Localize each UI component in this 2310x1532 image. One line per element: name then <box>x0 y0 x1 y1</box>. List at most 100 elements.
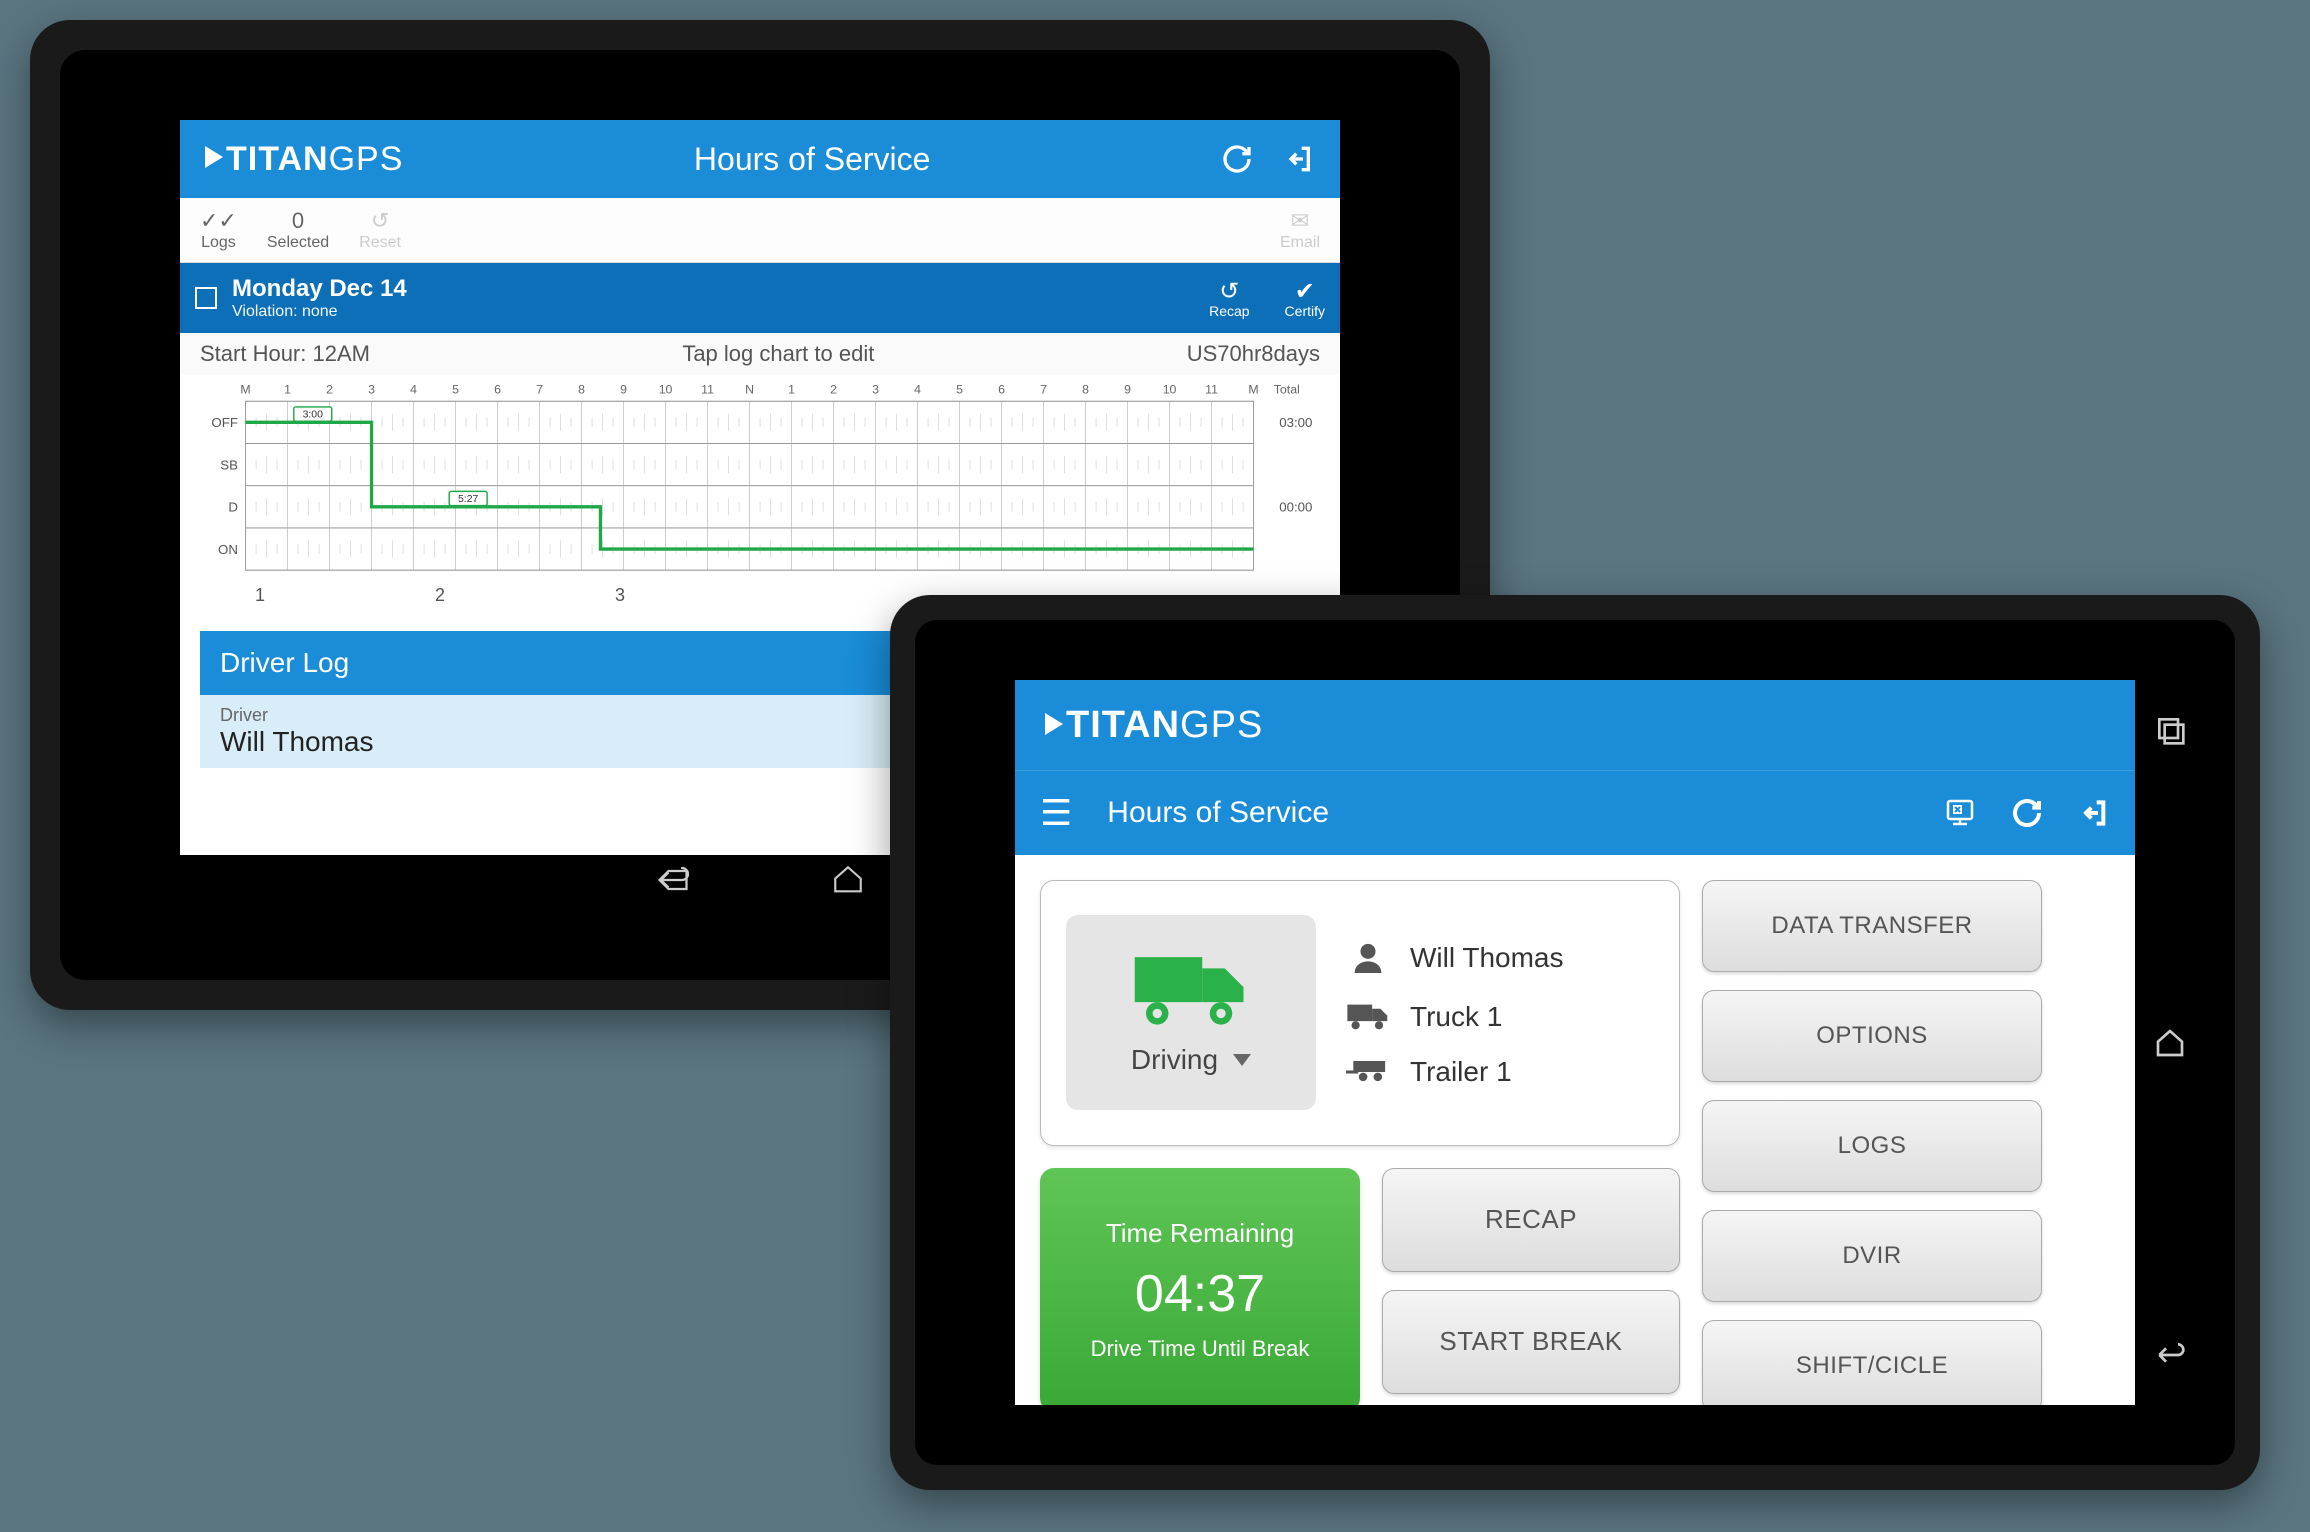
svg-text:1: 1 <box>284 383 291 397</box>
reset-icon: ↺ <box>371 208 389 234</box>
logout-icon[interactable] <box>1283 143 1315 175</box>
toolbar-label: Selected <box>267 234 329 252</box>
svg-text:7: 7 <box>1040 383 1047 397</box>
hos-chart-svg: M1234567891011N1234567891011MTotalOFF03:… <box>200 375 1320 585</box>
trailer-icon <box>1346 1058 1390 1086</box>
svg-text:2: 2 <box>830 383 837 397</box>
menu-icon[interactable]: ☰ <box>1040 792 1072 834</box>
chart-header: Start Hour: 12AM Tap log chart to edit U… <box>180 333 1340 375</box>
refresh-icon[interactable] <box>2011 797 2043 829</box>
toolbar-label: Email <box>1280 234 1320 252</box>
tick: 3 <box>615 585 625 606</box>
svg-text:4: 4 <box>410 383 417 397</box>
chart-hint: Tap log chart to edit <box>682 341 874 367</box>
start-hour: Start Hour: 12AM <box>200 341 370 367</box>
svg-text:00:00: 00:00 <box>1279 500 1312 515</box>
svg-text:M: M <box>240 383 250 397</box>
svg-text:9: 9 <box>620 383 627 397</box>
android-side-nav <box>2135 680 2205 1405</box>
email-icon: ✉ <box>1291 208 1309 234</box>
bottom-row: Time Remaining 04:37 Drive Time Until Br… <box>1040 1168 1680 1406</box>
header-actions <box>1221 143 1315 175</box>
page-title: Hours of Service <box>1107 796 1944 830</box>
data-transfer-button[interactable]: DATA TRANSFER <box>1702 880 2042 972</box>
back-icon[interactable] <box>655 862 691 903</box>
svg-text:7: 7 <box>536 383 543 397</box>
svg-text:SB: SB <box>220 457 238 472</box>
logs-button[interactable]: LOGS <box>1702 1100 2042 1192</box>
chevron-down-icon <box>1233 1054 1251 1066</box>
svg-text:3:00: 3:00 <box>303 409 324 420</box>
svg-text:D: D <box>228 500 238 515</box>
svg-text:6: 6 <box>998 383 1005 397</box>
toolbar: ✓✓Logs 0Selected ↺Reset ✉Email <box>180 198 1340 263</box>
svg-text:10: 10 <box>1163 383 1177 397</box>
hos-chart[interactable]: M1234567891011N1234567891011MTotalOFF03:… <box>200 375 1320 585</box>
start-break-button[interactable]: START BREAK <box>1382 1290 1680 1394</box>
status-label: Driving <box>1131 1044 1251 1076</box>
svg-text:OFF: OFF <box>211 415 238 430</box>
vehicle-info: Will Thomas Truck 1 Trailer 1 <box>1346 938 1564 1088</box>
logout-icon[interactable] <box>2078 797 2110 829</box>
time-remaining-panel[interactable]: Time Remaining 04:37 Drive Time Until Br… <box>1040 1168 1360 1406</box>
svg-text:5: 5 <box>452 383 459 397</box>
mid-column: RECAP START BREAK <box>1382 1168 1680 1406</box>
recap-button[interactable]: ↺Recap <box>1209 277 1249 319</box>
refresh-icon[interactable] <box>1221 143 1253 175</box>
recap-button[interactable]: RECAP <box>1382 1168 1680 1272</box>
svg-text:1: 1 <box>788 383 795 397</box>
date-checkbox[interactable] <box>195 287 217 309</box>
home-icon[interactable] <box>2150 1023 2190 1063</box>
options-button[interactable]: OPTIONS <box>1702 990 2042 1082</box>
screen: TITANGPS ☰ Hours of Service <box>1015 680 2135 1405</box>
svg-text:03:00: 03:00 <box>1279 415 1312 430</box>
dvir-button[interactable]: DVIR <box>1702 1210 2042 1302</box>
svg-text:M: M <box>1248 383 1258 397</box>
certify-button[interactable]: ✔Certify <box>1285 277 1325 319</box>
svg-text:10: 10 <box>659 383 673 397</box>
time-value: 04:37 <box>1135 1264 1265 1324</box>
back-icon[interactable] <box>2150 1335 2190 1375</box>
hos-rule: US70hr8days <box>1187 341 1320 367</box>
toolbar-label: Reset <box>359 234 401 252</box>
hos-chart-container[interactable]: M1234567891011N1234567891011MTotalOFF03:… <box>180 375 1340 616</box>
svg-text:4: 4 <box>914 383 921 397</box>
brand-logo: TITANGPS <box>1045 704 1263 747</box>
truck-icon <box>1131 949 1251 1034</box>
svg-text:11: 11 <box>1205 383 1218 397</box>
shift-cycle-button[interactable]: SHIFT/CICLE <box>1702 1320 2042 1405</box>
svg-text:2: 2 <box>326 383 333 397</box>
logo-play-icon <box>1045 713 1063 735</box>
home-icon[interactable] <box>831 863 865 902</box>
brand-bar: TITANGPS <box>1015 680 2135 770</box>
brand-logo: TITANGPS <box>205 140 403 179</box>
recent-apps-icon[interactable] <box>2150 710 2190 750</box>
time-subtitle: Drive Time Until Break <box>1091 1336 1310 1362</box>
app-bar: ☰ Hours of Service <box>1015 770 2135 855</box>
toolbar-label: Logs <box>201 234 236 252</box>
svg-text:5: 5 <box>956 383 963 397</box>
date-main: Monday Dec 14 <box>232 275 407 303</box>
connection-error-icon[interactable] <box>1944 797 1976 829</box>
truck-row: Truck 1 <box>1346 1000 1564 1034</box>
page-title: Hours of Service <box>403 141 1221 178</box>
action-label: Recap <box>1209 303 1249 319</box>
svg-text:Total: Total <box>1274 383 1300 397</box>
svg-text:8: 8 <box>1082 383 1089 397</box>
count-icon: 0 <box>292 208 304 234</box>
svg-text:3: 3 <box>368 383 375 397</box>
status-panel: Driving Will Thomas Truck 1 <box>1040 880 1680 1146</box>
date-text: Monday Dec 14 Violation: none <box>232 275 407 321</box>
violation-text: Violation: none <box>232 303 407 321</box>
check-box-icon: ✔ <box>1295 277 1315 303</box>
toolbar-logs[interactable]: ✓✓Logs <box>200 208 237 252</box>
info-text: Trailer 1 <box>1410 1056 1512 1088</box>
info-text: Will Thomas <box>1410 942 1564 974</box>
status-selector[interactable]: Driving <box>1066 915 1316 1110</box>
truck-small-icon <box>1346 1000 1390 1034</box>
toolbar-selected[interactable]: 0Selected <box>267 208 329 252</box>
svg-text:8: 8 <box>578 383 585 397</box>
svg-text:5:27: 5:27 <box>458 494 479 505</box>
status-text: Driving <box>1131 1044 1218 1076</box>
svg-text:9: 9 <box>1124 383 1131 397</box>
